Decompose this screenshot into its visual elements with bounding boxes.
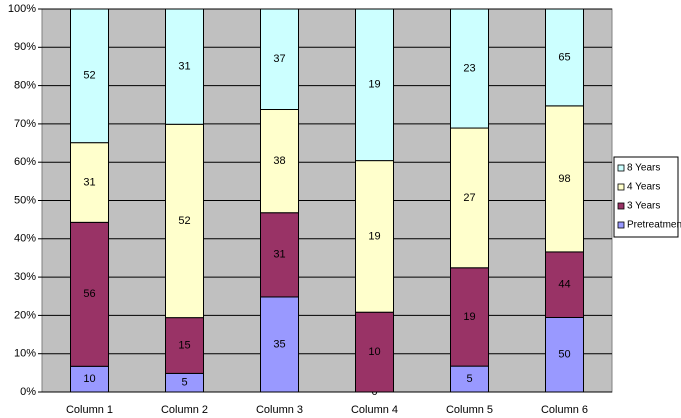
bar-segment: [355, 160, 394, 313]
bar-segment: [355, 8, 394, 162]
y-tick-label: 90%: [14, 41, 36, 53]
data-label: 44: [558, 279, 570, 291]
x-tick-label: Column 5: [446, 404, 493, 416]
legend-box: [613, 156, 679, 238]
y-tick-label: 40%: [14, 233, 36, 245]
data-label: 5: [181, 377, 187, 389]
data-label: 31: [273, 249, 285, 261]
y-tick-label: 70%: [14, 118, 36, 130]
bar-segment: [70, 8, 109, 144]
data-label: 56: [83, 288, 95, 300]
x-tick-label: Column 1: [66, 404, 113, 416]
bar-segment: [545, 316, 584, 393]
bar-segment: [260, 8, 299, 111]
data-label: 10: [83, 373, 95, 385]
data-label: 65: [558, 51, 570, 63]
x-tick-label: Column 3: [256, 404, 303, 416]
legend-label: 4 Years: [627, 182, 660, 193]
data-label: 52: [178, 215, 190, 227]
data-label: 10: [368, 346, 380, 358]
bar-segment: [545, 251, 584, 318]
y-tick-label: 10%: [14, 348, 36, 360]
y-tick-label: 20%: [14, 309, 36, 321]
x-tick-label: Column 2: [161, 404, 208, 416]
data-label: 19: [368, 230, 380, 242]
data-label: 19: [368, 79, 380, 91]
y-tick-label: 0%: [20, 386, 36, 398]
legend-swatch: [617, 164, 625, 172]
data-label: 27: [463, 192, 475, 204]
legend-label: 8 Years: [627, 163, 660, 174]
y-tick-label: 80%: [14, 80, 36, 92]
data-label: 31: [178, 61, 190, 73]
data-label: 23: [463, 62, 475, 74]
bar-segment: [260, 212, 299, 298]
y-tick-label: 60%: [14, 156, 36, 168]
data-label: 35: [273, 338, 285, 350]
bar-segment: [450, 8, 489, 129]
legend-label: 3 Years: [627, 201, 660, 212]
data-label: 19: [463, 311, 475, 323]
data-label: 50: [558, 349, 570, 361]
x-tick-label: Column 6: [541, 404, 588, 416]
data-label: 31: [83, 176, 95, 188]
legend-swatch: [617, 183, 625, 191]
x-tick-label: Column 4: [351, 404, 398, 416]
data-label: 98: [558, 173, 570, 185]
bar-segment: [260, 109, 299, 214]
y-tick-label: 50%: [14, 194, 36, 206]
bar-segment: [165, 123, 204, 319]
y-tick-label: 30%: [14, 271, 36, 283]
y-tick-label: 100%: [8, 3, 36, 15]
data-label: 37: [273, 53, 285, 65]
legend-swatch: [617, 221, 625, 229]
data-label: 15: [178, 339, 190, 351]
bar-segment: [165, 8, 204, 125]
data-label: 38: [273, 155, 285, 167]
bar-segment: [545, 8, 584, 107]
data-label: 5: [466, 373, 472, 385]
data-label: 52: [83, 70, 95, 82]
bar-segment: [450, 267, 489, 367]
legend-swatch: [617, 202, 625, 210]
bar-segment: [450, 365, 489, 393]
legend-label: Pretreatment: [627, 220, 681, 231]
bar-segment: [260, 296, 299, 393]
bar-segment: [355, 311, 394, 393]
bar-segment: [70, 221, 109, 367]
bar-segment: [545, 105, 584, 253]
